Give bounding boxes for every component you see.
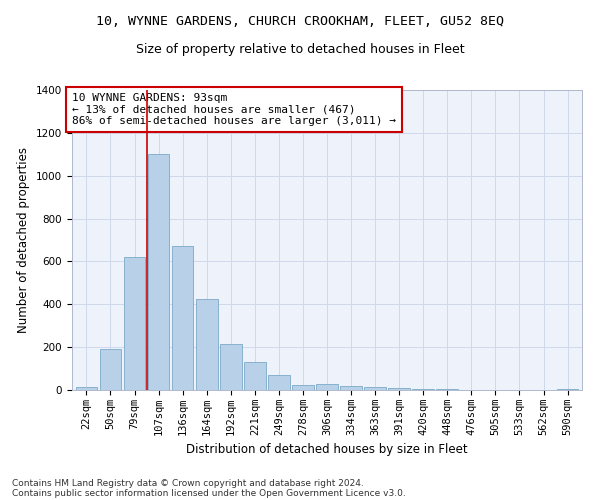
Bar [412, 389, 434, 390]
Text: Contains public sector information licensed under the Open Government Licence v3: Contains public sector information licen… [12, 488, 406, 498]
Bar [244, 362, 266, 390]
Y-axis label: Number of detached properties: Number of detached properties [17, 147, 31, 333]
Text: 10 WYNNE GARDENS: 93sqm
← 13% of detached houses are smaller (467)
86% of semi-d: 10 WYNNE GARDENS: 93sqm ← 13% of detache… [72, 93, 396, 126]
Bar [100, 350, 121, 390]
Bar [148, 154, 169, 390]
Bar [124, 257, 145, 390]
Bar [220, 344, 242, 390]
Text: 10, WYNNE GARDENS, CHURCH CROOKHAM, FLEET, GU52 8EQ: 10, WYNNE GARDENS, CHURCH CROOKHAM, FLEE… [96, 15, 504, 28]
X-axis label: Distribution of detached houses by size in Fleet: Distribution of detached houses by size … [186, 444, 468, 456]
Text: Size of property relative to detached houses in Fleet: Size of property relative to detached ho… [136, 42, 464, 56]
Bar [557, 389, 578, 390]
Text: Contains HM Land Registry data © Crown copyright and database right 2024.: Contains HM Land Registry data © Crown c… [12, 478, 364, 488]
Bar [292, 384, 314, 390]
Bar [268, 375, 290, 390]
Bar [316, 384, 338, 390]
Bar [196, 299, 218, 390]
Bar [340, 386, 362, 390]
Bar [388, 388, 410, 390]
Bar [172, 246, 193, 390]
Bar [364, 388, 386, 390]
Bar [76, 387, 97, 390]
